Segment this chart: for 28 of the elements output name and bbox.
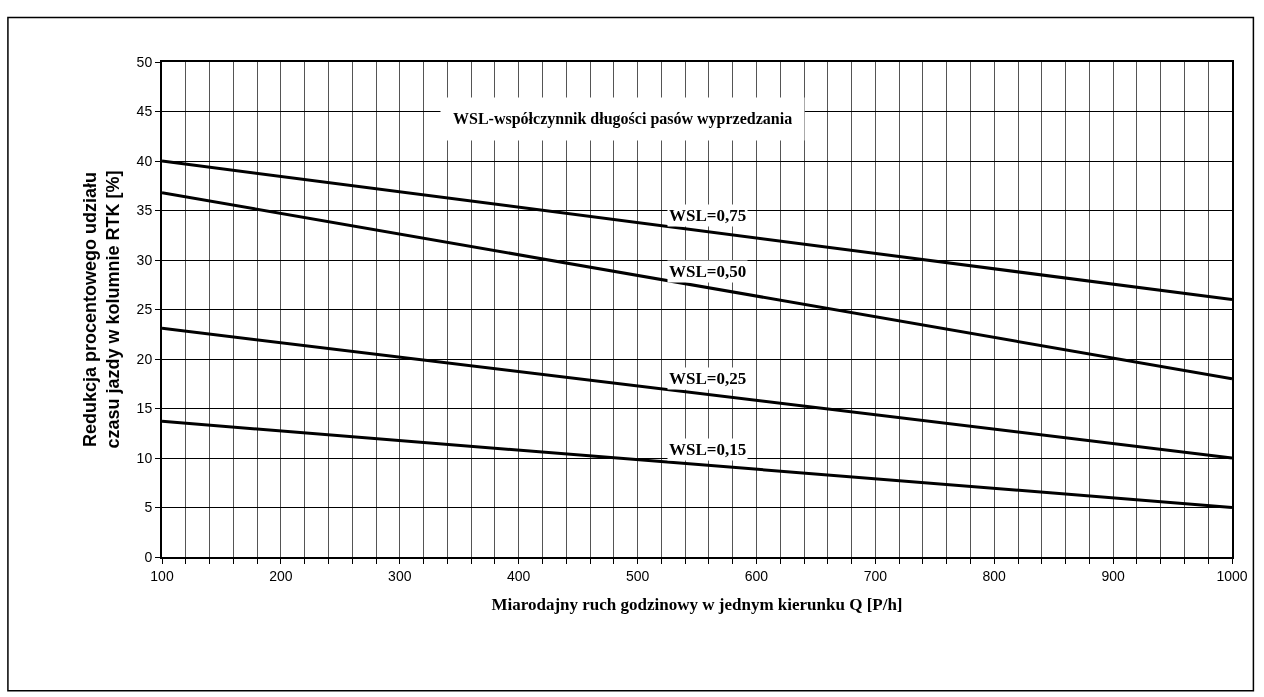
y-tick-label: 5: [144, 499, 153, 516]
series-label: WSL=0,15: [669, 440, 747, 459]
x-tick-label: 100: [150, 567, 174, 584]
y-tick-label: 30: [136, 251, 153, 268]
y-tick-label: 25: [136, 301, 153, 318]
x-tick-label: 600: [744, 567, 769, 584]
annotation: WSL-współczynnik długości pasów wyprzedzania: [453, 110, 793, 128]
series-label: WSL=0,75: [669, 206, 747, 225]
y-tick-label: 45: [136, 103, 153, 120]
y-tick-label: 20: [136, 350, 153, 367]
y-tick-label: 0: [144, 548, 153, 565]
series-label: WSL=0,25: [669, 369, 747, 388]
x-axis-title: Miarodajny ruch godzinowy w jednym kierunku Q [P/h]: [491, 594, 903, 614]
x-tick-label: 800: [982, 567, 1007, 584]
y-tick-label: 15: [136, 400, 153, 417]
y-tick-label: 50: [136, 53, 153, 70]
x-tick-label: 300: [388, 567, 412, 584]
y-tick-label: 35: [136, 202, 153, 219]
x-tick-label: 700: [863, 567, 888, 584]
x-tick-label: 500: [625, 567, 650, 584]
y-tick-label: 40: [136, 152, 153, 169]
x-tick-label: 900: [1101, 567, 1125, 584]
series-label: WSL=0,50: [669, 262, 747, 281]
x-tick-label: 400: [506, 567, 531, 584]
x-tick-label: 1000: [1216, 567, 1248, 584]
x-tick-label: 200: [269, 567, 293, 584]
y-tick-label: 10: [136, 449, 153, 466]
y-axis-title: Redukcja procentowego udziału czasu jazdy w kolumnie RTK [%]: [79, 170, 124, 449]
